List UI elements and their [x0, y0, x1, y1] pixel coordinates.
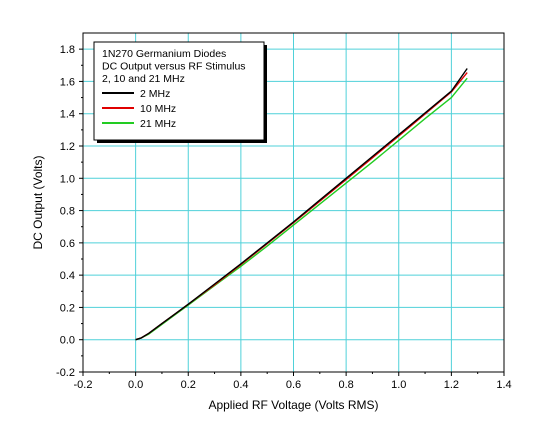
y-tick-label: 1.2: [60, 141, 75, 153]
x-tick-label: 1.0: [391, 379, 406, 391]
x-tick-label: 0.4: [233, 379, 248, 391]
x-tick-label: -0.2: [74, 379, 93, 391]
legend: 1N270 Germanium Diodes DC Output versus …: [93, 41, 267, 143]
x-tick-label: 0.2: [181, 379, 196, 391]
x-tick-label: 1.2: [444, 379, 459, 391]
legend-title-line-2: DC Output versus RF Stimulus: [102, 61, 246, 73]
y-tick-label: 1.4: [60, 109, 75, 121]
y-tick-label: 0.2: [60, 302, 75, 314]
legend-entry-label: 21 MHz: [140, 118, 176, 130]
y-tick-label: 1.6: [60, 76, 75, 88]
legend-title-line-1: 1N270 Germanium Diodes: [102, 48, 226, 60]
x-tick-label: 0.8: [338, 379, 353, 391]
legend-entries: 2 MHz 10 MHz 21 MHz: [102, 88, 176, 130]
legend-entry-label: 2 MHz: [140, 88, 170, 100]
x-axis-title: Applied RF Voltage (Volts RMS): [208, 398, 378, 412]
y-tick-label: 0.4: [60, 270, 75, 282]
y-tick-label: 1.8: [60, 44, 75, 56]
y-axis-title: DC Output (Volts): [31, 155, 45, 249]
series-line-2-mhz: [135, 68, 468, 341]
y-tick-label: -0.2: [56, 367, 75, 379]
x-tick-labels: -0.2 0.0 0.2 0.4 0.6 0.8 1.0 1.2 1.4: [74, 379, 512, 391]
legend-entry-label: 10 MHz: [140, 103, 176, 115]
y-tick-label: 0.6: [60, 238, 75, 250]
y-tick-labels: -0.2 0.0 0.2 0.4 0.6 0.8 1.0 1.2 1.4 1.6 1.8: [56, 44, 75, 379]
x-tick-label: 1.4: [496, 379, 511, 391]
x-tick-label: 0.6: [286, 379, 301, 391]
legend-title-line-3: 2, 10 and 21 MHz: [102, 73, 185, 85]
y-tick-label: 0.8: [60, 206, 75, 218]
y-tick-label: 0.0: [60, 335, 75, 347]
y-tick-label: 1.0: [60, 173, 75, 185]
x-tick-label: 0.0: [128, 379, 143, 391]
ticks: [79, 48, 505, 376]
series-group: [135, 68, 468, 341]
